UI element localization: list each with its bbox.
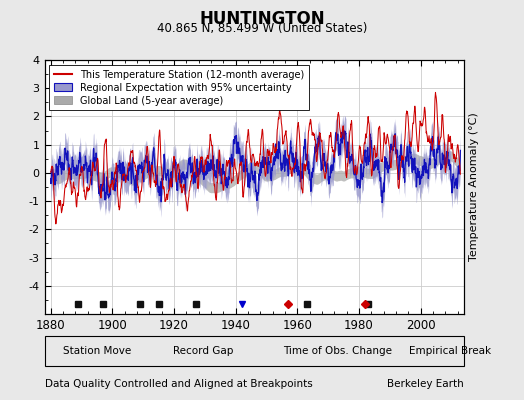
Text: Data Quality Controlled and Aligned at Breakpoints: Data Quality Controlled and Aligned at B… xyxy=(45,379,312,389)
Text: Berkeley Earth: Berkeley Earth xyxy=(387,379,464,389)
Text: 40.865 N, 85.499 W (United States): 40.865 N, 85.499 W (United States) xyxy=(157,22,367,35)
Text: Time of Obs. Change: Time of Obs. Change xyxy=(283,346,392,356)
Text: Record Gap: Record Gap xyxy=(173,346,233,356)
Text: Empirical Break: Empirical Break xyxy=(409,346,491,356)
Text: Station Move: Station Move xyxy=(63,346,131,356)
Y-axis label: Temperature Anomaly (°C): Temperature Anomaly (°C) xyxy=(470,113,479,261)
Text: HUNTINGTON: HUNTINGTON xyxy=(199,10,325,28)
Legend: This Temperature Station (12-month average), Regional Expectation with 95% uncer: This Temperature Station (12-month avera… xyxy=(49,65,309,110)
